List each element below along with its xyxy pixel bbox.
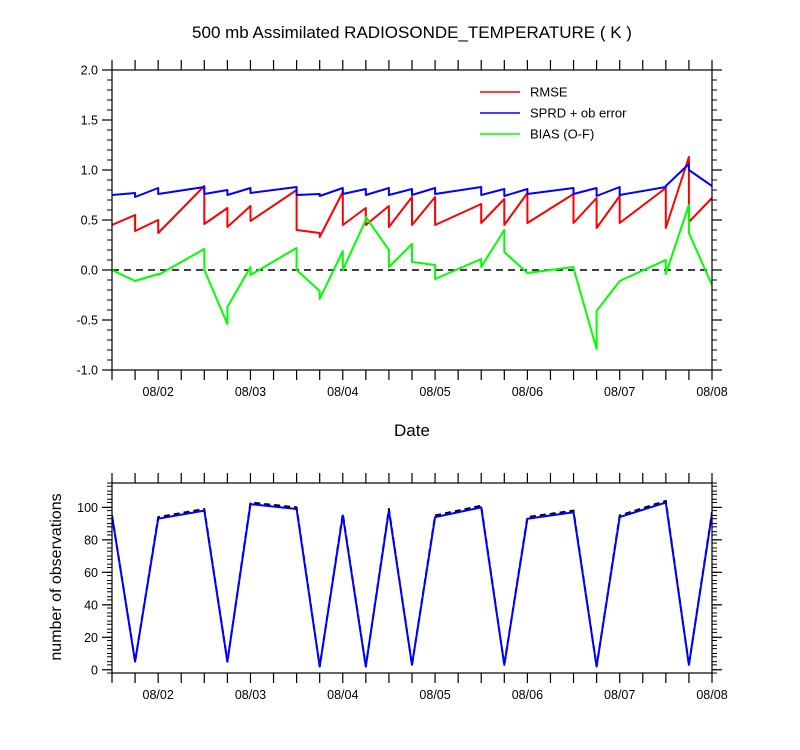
- x-tick-label: 08/03: [235, 688, 266, 702]
- x-tick-label: 08/05: [419, 385, 450, 399]
- series-line-sprd-ob-error: [112, 163, 712, 198]
- y-tick-label: 60: [84, 566, 98, 580]
- chart-title: 500 mb Assimilated RADIOSONDE_TEMPERATUR…: [192, 23, 632, 42]
- y-tick-label: 20: [84, 631, 98, 645]
- legend-label: RMSE: [530, 85, 568, 100]
- series-line-rmse: [112, 156, 712, 238]
- y-tick-label: 0: [91, 663, 98, 677]
- top-plot: 08/02 08/03 08/04 08/05 08/06 08/07 08/08 -1.0 -…: [76, 60, 728, 399]
- x-tick-label: 08/02: [143, 688, 174, 702]
- y-tick-label: 1.0: [81, 164, 98, 178]
- series-line-1: [112, 501, 712, 668]
- top-x-axis-label: Date: [394, 421, 430, 440]
- x-tick-label: 08/07: [604, 688, 635, 702]
- y-tick-label: 0.5: [81, 214, 98, 228]
- y-tick-label: 100: [77, 501, 98, 515]
- x-tick-label: 08/06: [512, 385, 543, 399]
- legend-label: SPRD + ob error: [530, 106, 627, 121]
- x-tick-label: 08/04: [327, 688, 358, 702]
- y-tick-label: -1.0: [76, 364, 98, 378]
- x-tick-label: 08/08: [696, 688, 727, 702]
- y-tick-label: 0.0: [81, 264, 98, 278]
- y-tick-label: 2.0: [81, 64, 98, 78]
- y-tick-label: 40: [84, 598, 98, 612]
- series-line-bias-o-f: [112, 204, 712, 350]
- x-tick-label: 08/06: [512, 688, 543, 702]
- x-tick-label: 08/08: [696, 385, 727, 399]
- series-group: [112, 499, 712, 668]
- y-tick-label: 80: [84, 533, 98, 547]
- x-tick-label: 08/03: [235, 385, 266, 399]
- x-tick-label: 08/05: [419, 688, 450, 702]
- bottom-plot: 08/02 08/03 08/04 08/05 08/06 08/07 08/08 0 20 40…: [77, 473, 728, 702]
- x-tick-label: 08/07: [604, 385, 635, 399]
- y-tick-label: 1.5: [81, 114, 98, 128]
- x-tick-label: 08/04: [327, 385, 358, 399]
- series-line-0: [112, 499, 712, 668]
- x-tick-label: 08/02: [143, 385, 174, 399]
- bottom-y-axis-label: number of observations: [48, 493, 65, 660]
- series-group: [112, 156, 712, 350]
- y-tick-label: -0.5: [76, 314, 98, 328]
- legend-label: BIAS (O-F): [530, 127, 594, 142]
